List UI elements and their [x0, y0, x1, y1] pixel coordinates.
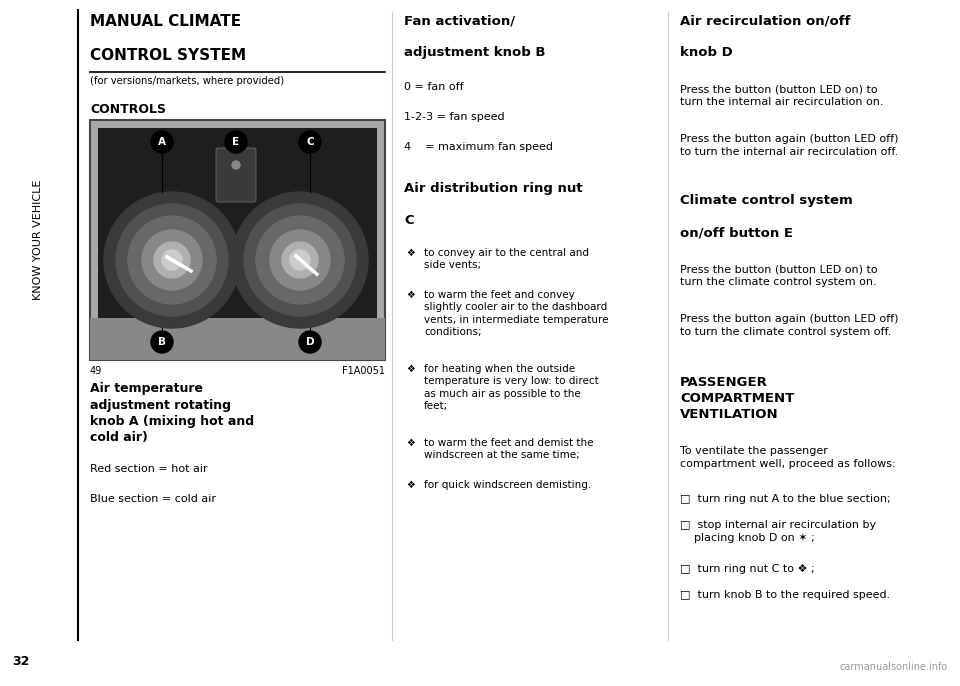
Circle shape — [232, 161, 240, 169]
Circle shape — [225, 131, 247, 153]
Text: MANUAL CLIMATE: MANUAL CLIMATE — [90, 14, 241, 29]
Circle shape — [299, 131, 321, 153]
Text: for heating when the outside
temperature is very low: to direct
as much air as p: for heating when the outside temperature… — [424, 364, 599, 411]
Text: ❖: ❖ — [406, 248, 415, 258]
Text: C: C — [306, 137, 314, 147]
Text: carmanualsonline.info: carmanualsonline.info — [840, 662, 948, 672]
Text: Air recirculation on/off: Air recirculation on/off — [680, 14, 851, 27]
Text: (for versions/markets, where provided): (for versions/markets, where provided) — [90, 76, 284, 86]
Text: Press the button again (button LED off)
to turn the internal air recirculation o: Press the button again (button LED off) … — [680, 134, 899, 157]
Circle shape — [151, 331, 173, 353]
Text: Press the button (button LED on) to
turn the climate control system on.: Press the button (button LED on) to turn… — [680, 264, 877, 287]
Circle shape — [299, 331, 321, 353]
Bar — [98, 128, 377, 320]
Circle shape — [128, 216, 216, 304]
Text: 0 = fan off: 0 = fan off — [404, 82, 464, 92]
Circle shape — [244, 204, 356, 316]
Text: D: D — [305, 337, 314, 347]
Text: ❖: ❖ — [406, 480, 415, 490]
Text: Press the button (button LED on) to
turn the internal air recirculation on.: Press the button (button LED on) to turn… — [680, 84, 883, 107]
Circle shape — [290, 250, 310, 270]
Text: E: E — [232, 137, 240, 147]
Text: PASSENGER
COMPARTMENT
VENTILATION: PASSENGER COMPARTMENT VENTILATION — [680, 376, 794, 421]
Text: F1A0051: F1A0051 — [342, 366, 385, 376]
Text: for quick windscreen demisting.: for quick windscreen demisting. — [424, 480, 591, 490]
Circle shape — [270, 230, 330, 290]
Text: A: A — [158, 137, 166, 147]
Circle shape — [116, 204, 228, 316]
Circle shape — [154, 242, 190, 278]
Text: KNOW YOUR VEHICLE: KNOW YOUR VEHICLE — [33, 180, 43, 300]
Circle shape — [151, 131, 173, 153]
Text: on/off button E: on/off button E — [680, 226, 793, 239]
Text: CONTROLS: CONTROLS — [90, 103, 166, 116]
Text: C: C — [404, 214, 414, 227]
Text: 32: 32 — [12, 655, 30, 668]
Text: 4    = maximum fan speed: 4 = maximum fan speed — [404, 142, 553, 152]
FancyBboxPatch shape — [216, 148, 256, 202]
Text: ❖: ❖ — [406, 290, 415, 300]
Text: 1-2-3 = fan speed: 1-2-3 = fan speed — [404, 112, 505, 122]
Circle shape — [232, 192, 368, 328]
Text: To ventilate the passenger
compartment well, proceed as follows:: To ventilate the passenger compartment w… — [680, 446, 896, 469]
Text: 49: 49 — [90, 366, 103, 376]
Circle shape — [282, 242, 318, 278]
Circle shape — [104, 192, 240, 328]
Text: Blue section = cold air: Blue section = cold air — [90, 494, 216, 504]
Text: ❖: ❖ — [406, 438, 415, 448]
Text: Air distribution ring nut: Air distribution ring nut — [404, 182, 583, 195]
Text: CONTROL SYSTEM: CONTROL SYSTEM — [90, 48, 246, 63]
Circle shape — [256, 216, 344, 304]
Text: to warm the feet and convey
slightly cooler air to the dashboard
vents, in inter: to warm the feet and convey slightly coo… — [424, 290, 609, 338]
Circle shape — [142, 230, 202, 290]
Text: Climate control system: Climate control system — [680, 194, 852, 207]
Text: adjustment knob B: adjustment knob B — [404, 46, 545, 59]
Text: □  turn knob B to the required speed.: □ turn knob B to the required speed. — [680, 590, 890, 600]
Text: B: B — [158, 337, 166, 347]
Text: Fan activation/: Fan activation/ — [404, 14, 516, 27]
Bar — [90, 318, 385, 360]
Circle shape — [162, 250, 182, 270]
Text: to convey air to the central and
side vents;: to convey air to the central and side ve… — [424, 248, 589, 270]
Text: □  turn ring nut A to the blue section;: □ turn ring nut A to the blue section; — [680, 494, 891, 504]
Text: ❖: ❖ — [406, 364, 415, 374]
Text: □  turn ring nut C to ❖ ;: □ turn ring nut C to ❖ ; — [680, 564, 815, 574]
Bar — [90, 120, 385, 360]
Text: knob D: knob D — [680, 46, 732, 59]
Text: Red section = hot air: Red section = hot air — [90, 464, 207, 474]
Text: to warm the feet and demist the
windscreen at the same time;: to warm the feet and demist the windscre… — [424, 438, 593, 460]
Text: Air temperature
adjustment rotating
knob A (mixing hot and
cold air): Air temperature adjustment rotating knob… — [90, 382, 254, 445]
Text: Press the button again (button LED off)
to turn the climate control system off.: Press the button again (button LED off) … — [680, 314, 899, 337]
Text: □  stop internal air recirculation by
    placing knob D on ✶ ;: □ stop internal air recirculation by pla… — [680, 520, 876, 543]
